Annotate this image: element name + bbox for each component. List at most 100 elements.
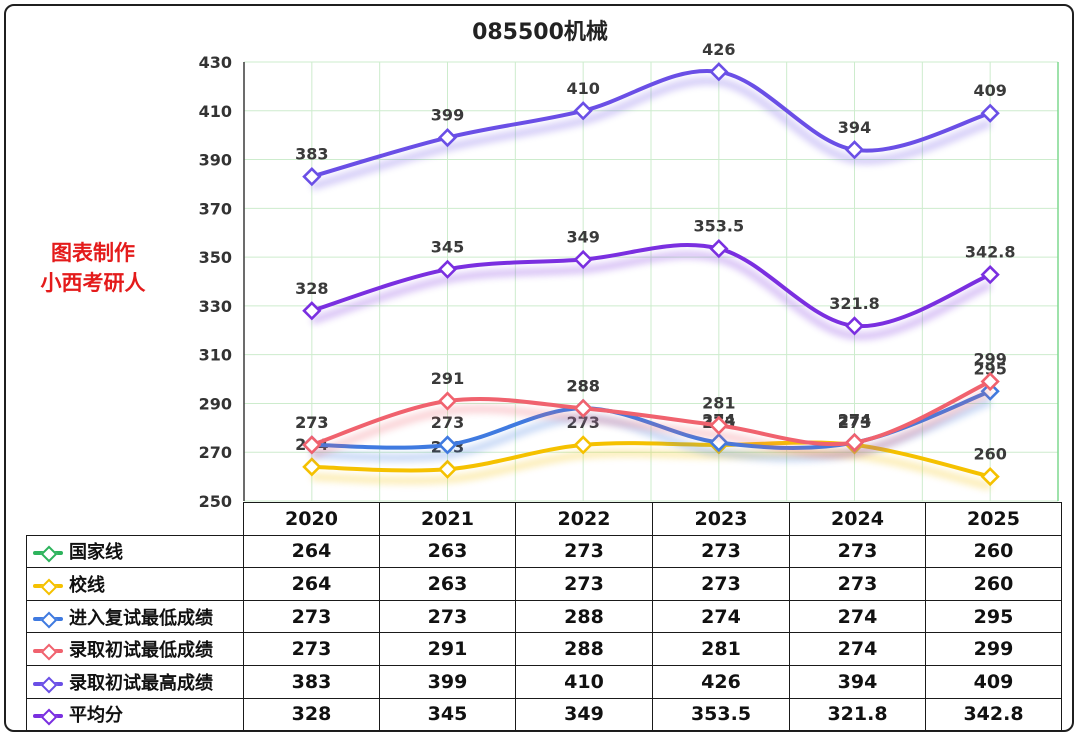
table-cell: 273: [789, 567, 926, 601]
legend-entry: 平均分: [26, 697, 244, 732]
chart-title: 085500机械: [472, 20, 608, 45]
data-label: 394: [838, 118, 871, 137]
data-label: 291: [431, 369, 464, 388]
y-tick-label: 310: [199, 346, 232, 365]
y-tick-label: 370: [199, 199, 232, 218]
data-point: [302, 457, 322, 477]
table-cell: 342.8: [925, 697, 1062, 732]
table-cell: 288: [515, 632, 653, 666]
legend-marker-icon: [33, 545, 63, 563]
data-label: 328: [295, 279, 328, 298]
series-line: [309, 243, 993, 329]
table-cell: 299: [925, 632, 1062, 666]
legend-label: 录取初试最低成绩: [69, 640, 213, 662]
data-point: [437, 459, 458, 479]
table-cell: 260: [925, 567, 1062, 601]
watermark-line-1: 图表制作: [51, 241, 135, 265]
table-cell: 273: [243, 632, 380, 666]
y-tick-label: 290: [199, 394, 232, 413]
legend-marker-icon: [33, 643, 63, 661]
table-header-row: 2020 2021 2022 2023 2024 2025: [26, 502, 1062, 536]
table-cell: 264: [243, 534, 380, 569]
y-tick-label: 350: [199, 248, 232, 267]
series-line-shadow: [310, 76, 992, 191]
legend-entry: 校线: [26, 567, 244, 601]
table-cell: 288: [515, 599, 653, 634]
data-point: [844, 316, 865, 336]
series-line-shadow: [310, 387, 992, 459]
y-tick-label: 410: [199, 102, 232, 121]
table-cell: 399: [379, 664, 516, 699]
legend-marker-diamond: [40, 611, 58, 629]
table-header-cell: 2021: [379, 502, 516, 536]
chart-frame: [4, 4, 1074, 732]
table-cell: 273: [652, 567, 790, 601]
data-table: 2020 2021 2022 2023 2024 2025 国家线 264 263 273 273 2…: [26, 502, 1062, 732]
watermark-line-2: 小西考研人: [40, 271, 146, 295]
table-header-cell: 2024: [789, 502, 926, 536]
legend-marker-diamond: [40, 578, 58, 596]
data-label: 274: [838, 410, 871, 429]
legend-marker-diamond: [40, 643, 58, 661]
legend-marker-icon: [33, 578, 63, 596]
data-point: [709, 415, 729, 436]
data-point: [437, 435, 458, 455]
legend-label: 校线: [69, 574, 105, 596]
table-cell: 264: [243, 567, 380, 601]
legend-label: 进入复试最低成绩: [69, 607, 213, 629]
data-point: [302, 435, 322, 455]
table-header-cell: 2020: [243, 502, 380, 536]
table-cell: 394: [789, 664, 926, 699]
table-header-cell: 2025: [925, 502, 1062, 536]
series-5: 328 345 349 353.5 321.8 342.8: [295, 217, 1016, 341]
table-cell: 273: [379, 599, 516, 634]
data-label: 342.8: [965, 243, 1016, 262]
table-cell: 273: [652, 534, 790, 569]
series-4: 383 399 410 426 394 409: [295, 40, 1007, 191]
table-cell: 273: [515, 534, 653, 569]
legend-entry: 国家线: [26, 534, 244, 569]
legend-entry: 录取初试最低成绩: [26, 632, 244, 666]
data-point: [573, 249, 593, 270]
data-label: 274: [838, 410, 871, 429]
table-row: 进入复试最低成绩 273 273 288 274 274 295: [26, 599, 1062, 634]
data-point: [980, 466, 1000, 487]
y-tick-label: 390: [199, 151, 232, 170]
data-point: [844, 432, 865, 453]
data-label: 426: [702, 40, 735, 59]
data-point: [709, 238, 729, 259]
data-label: 399: [431, 106, 464, 125]
table-cell: 295: [925, 599, 1062, 634]
legend-marker-diamond: [40, 545, 58, 563]
data-label: 273: [295, 413, 328, 432]
table-cell: 410: [515, 664, 653, 699]
series-line-shadow: [311, 448, 992, 491]
data-label: 288: [566, 376, 599, 395]
table-cell: 426: [652, 664, 790, 699]
data-point: [573, 398, 593, 418]
table-cell: 345: [379, 697, 516, 732]
legend-marker-icon: [33, 611, 63, 629]
data-point: [437, 259, 458, 279]
table-row: 国家线 264 263 273 273 273 260: [26, 534, 1062, 569]
legend-marker-diamond: [40, 708, 58, 726]
data-point: [437, 391, 458, 411]
table-cell: 274: [789, 599, 926, 634]
data-point: [980, 103, 1000, 123]
data-label: 273: [431, 413, 464, 432]
table-cell: 349: [515, 697, 653, 732]
table-cell: 409: [925, 664, 1062, 699]
table-cell: 281: [652, 632, 790, 666]
table-cell: 291: [379, 632, 516, 666]
data-label: 281: [702, 393, 735, 412]
y-tick-label: 270: [199, 443, 232, 462]
table-cell: 383: [243, 664, 380, 699]
series-line-shadow: [310, 251, 992, 341]
data-label: 295: [973, 359, 1006, 378]
table-cell: 263: [379, 534, 516, 569]
table-row: 平均分 328 345 349 353.5 321.8 342.8: [26, 697, 1062, 732]
table-header-cell: 2022: [515, 502, 653, 536]
data-label: 273: [295, 413, 328, 432]
